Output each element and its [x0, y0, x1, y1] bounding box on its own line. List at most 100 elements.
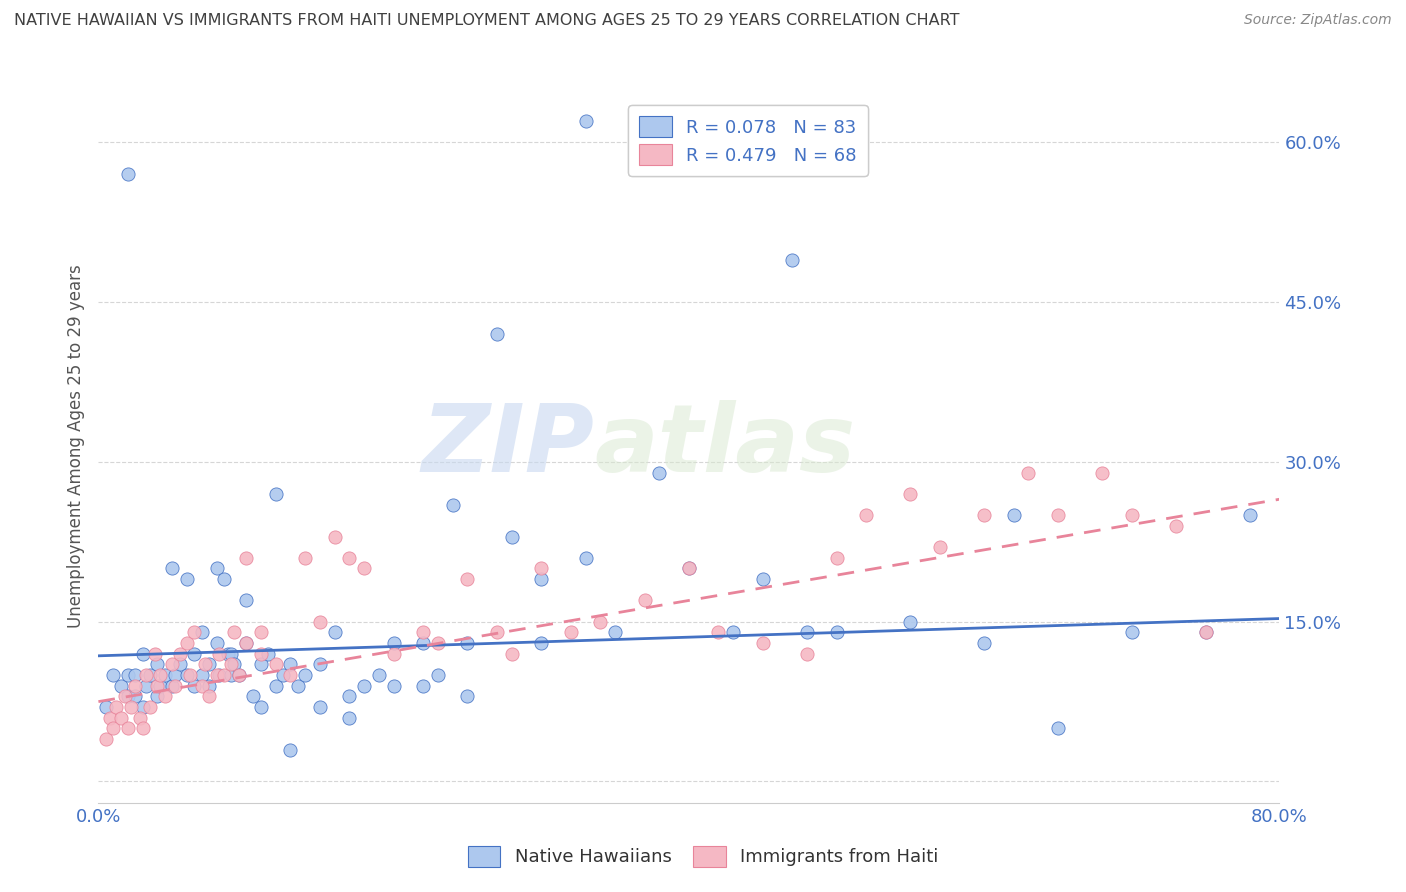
Point: [382, 647, 405, 661]
Point: [589, 615, 612, 629]
Point: [796, 647, 818, 661]
Point: [208, 647, 231, 661]
Point: [1195, 625, 1218, 640]
Point: [456, 572, 478, 586]
Point: [149, 679, 172, 693]
Text: ZIP: ZIP: [422, 400, 595, 492]
Point: [165, 679, 187, 693]
Point: [560, 625, 582, 640]
Point: [153, 668, 176, 682]
Point: [337, 550, 360, 565]
Point: [191, 679, 214, 693]
Point: [143, 647, 166, 661]
Point: [162, 561, 183, 575]
Point: [235, 636, 257, 650]
Point: [678, 561, 700, 575]
Point: [169, 647, 191, 661]
Point: [176, 668, 198, 682]
Point: [124, 690, 146, 704]
Point: [149, 668, 172, 682]
Point: [278, 657, 302, 672]
Point: [117, 690, 139, 704]
Point: [176, 572, 198, 586]
Point: [176, 636, 198, 650]
Point: [132, 721, 155, 735]
Point: [135, 679, 157, 693]
Point: [278, 742, 302, 756]
Point: [183, 647, 205, 661]
Point: [973, 636, 995, 650]
Point: [353, 561, 375, 575]
Point: [1239, 508, 1261, 523]
Point: [287, 679, 309, 693]
Point: [928, 540, 950, 554]
Point: [117, 668, 139, 682]
Point: [264, 657, 287, 672]
Point: [250, 625, 273, 640]
Point: [94, 731, 117, 746]
Point: [574, 550, 596, 565]
Point: [110, 710, 132, 724]
Point: [250, 647, 273, 661]
Point: [198, 679, 221, 693]
Point: [412, 679, 434, 693]
Point: [501, 647, 523, 661]
Point: [103, 721, 125, 735]
Point: [441, 498, 464, 512]
Point: [128, 710, 150, 724]
Point: [1017, 466, 1039, 480]
Point: [114, 690, 136, 704]
Point: [212, 668, 235, 682]
Point: [98, 710, 121, 724]
Point: [456, 636, 478, 650]
Point: [183, 679, 205, 693]
Point: [530, 561, 553, 575]
Point: [825, 625, 848, 640]
Point: [323, 625, 346, 640]
Point: [205, 636, 228, 650]
Point: [205, 668, 228, 682]
Point: [751, 572, 773, 586]
Point: [1002, 508, 1025, 523]
Point: [257, 647, 280, 661]
Point: [751, 636, 773, 650]
Point: [427, 636, 450, 650]
Point: [900, 487, 922, 501]
Point: [427, 668, 450, 682]
Point: [250, 700, 273, 714]
Point: [633, 593, 655, 607]
Point: [110, 679, 132, 693]
Point: [235, 636, 257, 650]
Point: [224, 625, 246, 640]
Point: [264, 487, 287, 501]
Point: [162, 679, 183, 693]
Point: [139, 700, 162, 714]
Point: [117, 168, 139, 182]
Point: [294, 550, 316, 565]
Point: [707, 625, 730, 640]
Point: [782, 252, 804, 267]
Point: [153, 690, 176, 704]
Point: [165, 668, 187, 682]
Point: [412, 636, 434, 650]
Point: [1121, 625, 1143, 640]
Point: [219, 668, 242, 682]
Point: [278, 668, 302, 682]
Point: [146, 657, 169, 672]
Point: [146, 679, 169, 693]
Point: [825, 550, 848, 565]
Point: [678, 561, 700, 575]
Point: [294, 668, 316, 682]
Text: Source: ZipAtlas.com: Source: ZipAtlas.com: [1244, 13, 1392, 28]
Point: [1195, 625, 1218, 640]
Point: [1046, 508, 1069, 523]
Point: [179, 668, 201, 682]
Point: [183, 625, 205, 640]
Point: [486, 327, 509, 342]
Point: [309, 700, 332, 714]
Point: [337, 710, 360, 724]
Point: [382, 636, 405, 650]
Point: [124, 668, 146, 682]
Point: [530, 636, 553, 650]
Point: [139, 668, 162, 682]
